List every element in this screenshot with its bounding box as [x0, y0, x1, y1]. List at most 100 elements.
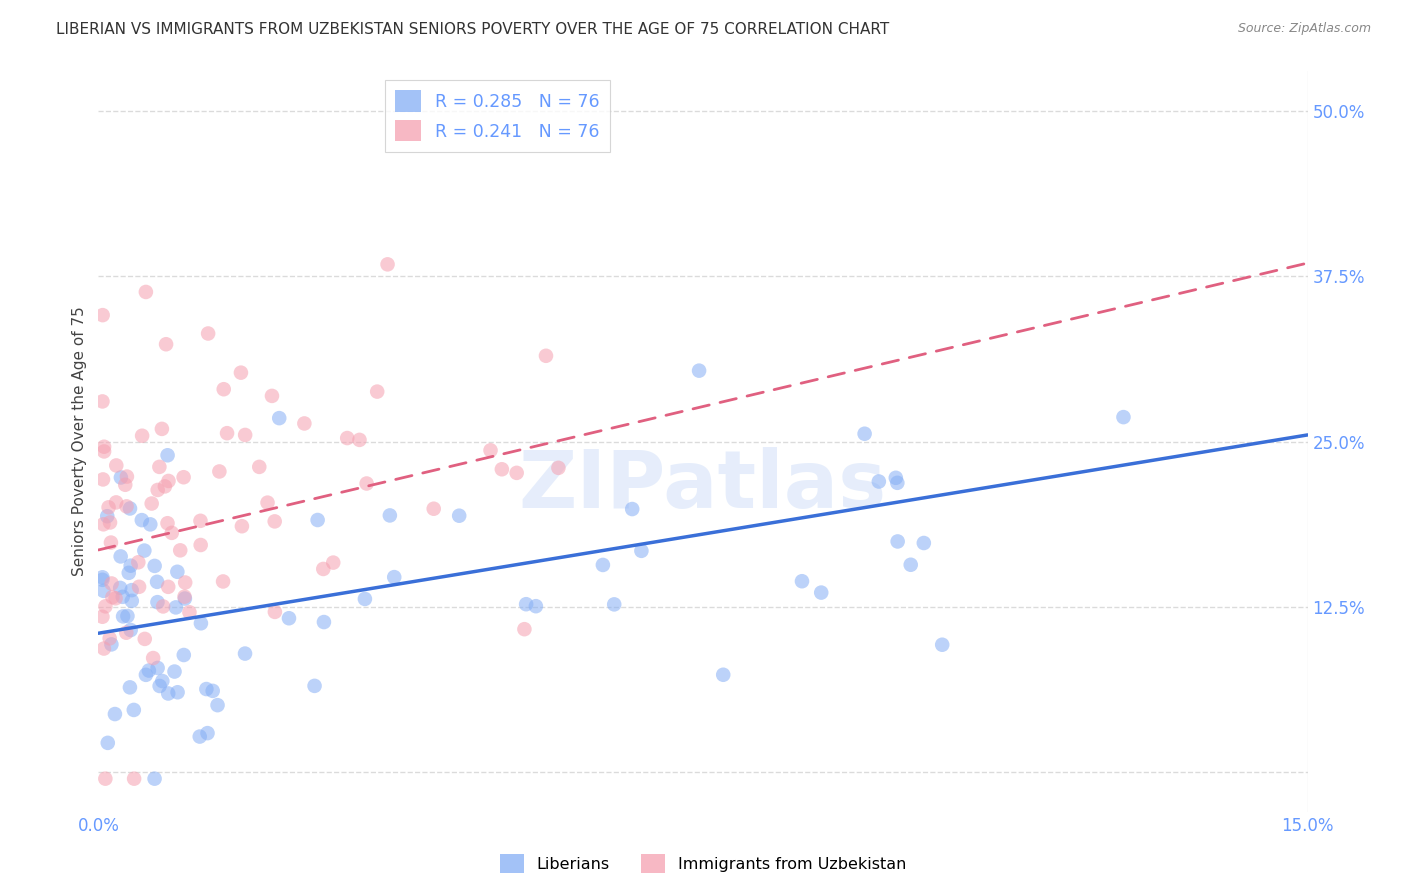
Point	[173, 590, 195, 604]
Point	[163, 665, 186, 679]
Point	[157, 474, 180, 488]
Point	[524, 599, 547, 614]
Point	[377, 257, 399, 271]
Point	[146, 574, 169, 589]
Point	[621, 502, 644, 516]
Point	[207, 698, 229, 713]
Point	[131, 428, 153, 442]
Point	[868, 475, 890, 489]
Point	[515, 597, 537, 611]
Point	[139, 517, 162, 532]
Point	[93, 440, 115, 454]
Point	[201, 684, 224, 698]
Point	[215, 426, 238, 441]
Point	[157, 580, 180, 594]
Point	[117, 609, 139, 624]
Point	[110, 549, 132, 564]
Point	[152, 599, 174, 614]
Point	[94, 599, 117, 614]
Point	[118, 501, 141, 516]
Point	[931, 638, 953, 652]
Point	[91, 472, 114, 486]
Point	[91, 609, 114, 624]
Point	[886, 475, 908, 490]
Text: ZIPatlas: ZIPatlas	[519, 447, 887, 525]
Point	[169, 543, 191, 558]
Point	[93, 517, 115, 532]
Point	[104, 591, 127, 606]
Point	[146, 483, 169, 497]
Point	[122, 772, 145, 786]
Point	[349, 433, 371, 447]
Point	[91, 573, 114, 587]
Point	[197, 726, 219, 740]
Point	[212, 574, 235, 589]
Point	[534, 349, 557, 363]
Y-axis label: Seniors Poverty Over the Age of 75: Seniors Poverty Over the Age of 75	[72, 307, 87, 576]
Point	[104, 707, 127, 722]
Point	[307, 513, 329, 527]
Point	[292, 417, 315, 431]
Point	[173, 591, 195, 606]
Point	[122, 703, 145, 717]
Point	[118, 566, 141, 580]
Point	[91, 394, 114, 409]
Point	[111, 590, 134, 604]
Point	[138, 664, 160, 678]
Point	[188, 730, 211, 744]
Point	[711, 667, 734, 681]
Point	[810, 585, 832, 599]
Point	[146, 661, 169, 675]
Point	[195, 681, 218, 696]
Point	[547, 460, 569, 475]
Point	[93, 583, 115, 598]
Point	[143, 558, 166, 573]
Point	[94, 772, 117, 786]
Legend: Liberians, Immigrants from Uzbekistan: Liberians, Immigrants from Uzbekistan	[494, 847, 912, 880]
Point	[603, 598, 626, 612]
Point	[491, 462, 513, 476]
Point	[121, 594, 143, 608]
Point	[900, 558, 922, 572]
Point	[356, 476, 378, 491]
Point	[422, 501, 444, 516]
Point	[110, 470, 132, 484]
Point	[165, 600, 187, 615]
Text: Source: ZipAtlas.com: Source: ZipAtlas.com	[1237, 22, 1371, 36]
Point	[93, 444, 115, 458]
Point	[312, 562, 335, 576]
Point	[322, 556, 344, 570]
Point	[146, 595, 169, 609]
Point	[263, 515, 285, 529]
Point	[174, 575, 197, 590]
Point	[118, 681, 141, 695]
Point	[190, 538, 212, 552]
Point	[179, 605, 201, 619]
Point	[378, 508, 401, 523]
Point	[157, 686, 180, 700]
Point	[120, 623, 142, 637]
Point	[479, 443, 502, 458]
Point	[135, 668, 157, 682]
Point	[197, 326, 219, 341]
Point	[312, 615, 335, 629]
Point	[134, 632, 156, 646]
Point	[134, 543, 156, 558]
Point	[269, 411, 291, 425]
Point	[505, 466, 527, 480]
Point	[336, 431, 359, 445]
Point	[91, 308, 114, 322]
Point	[105, 495, 128, 509]
Point	[231, 519, 253, 533]
Point	[100, 637, 122, 651]
Point	[148, 459, 170, 474]
Point	[100, 576, 122, 591]
Point	[120, 558, 142, 573]
Point	[98, 632, 121, 646]
Point	[630, 544, 652, 558]
Point	[93, 641, 115, 656]
Point	[96, 509, 118, 524]
Point	[108, 581, 131, 595]
Point	[155, 337, 177, 351]
Point	[101, 590, 124, 604]
